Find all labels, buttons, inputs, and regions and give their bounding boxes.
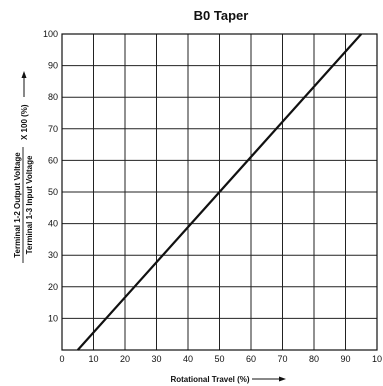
x-tick-labels: 0 10 20 30 40 50 60 70 80 90 10: [59, 354, 382, 364]
x-tick-label: 20: [120, 354, 130, 364]
y-tick-label: 50: [48, 187, 58, 197]
y-axis-arrow-head: [21, 71, 27, 78]
x-tick-label: 70: [277, 354, 287, 364]
x-axis-arrow-head: [279, 376, 286, 382]
x-tick-label: 90: [340, 354, 350, 364]
series-line-0: [76, 33, 363, 351]
x-tick-label: 80: [309, 354, 319, 364]
series-group: [76, 33, 363, 351]
y-tick-label: 90: [48, 61, 58, 71]
y-tick-label: 20: [48, 282, 58, 292]
y-axis-label-numerator: Terminal 1-2 Output Voltage: [13, 152, 22, 258]
x-tick-label: 30: [151, 354, 161, 364]
x-tick-label: 10: [88, 354, 98, 364]
x-tick-label: 40: [183, 354, 193, 364]
x-tick-label: 50: [214, 354, 224, 364]
plot-frame: [61, 33, 378, 351]
y-tick-label: 10: [48, 313, 58, 323]
x-tick-label: 0: [59, 354, 64, 364]
y-tick-label: 40: [48, 219, 58, 229]
y-tick-label: 30: [48, 250, 58, 260]
y-tick-label: 100: [43, 29, 58, 39]
y-tick-label: 70: [48, 124, 58, 134]
plot-border: [61, 33, 378, 351]
y-tick-label: 80: [48, 92, 58, 102]
y-axis-label-multiplier: X 100 (%): [20, 104, 29, 140]
y-tick-label: 60: [48, 155, 58, 165]
y-axis-label: Terminal 1-2 Output Voltage Terminal 1-3…: [13, 71, 34, 263]
chart-title: B0 Taper: [194, 8, 249, 23]
x-axis-label: Rotational Travel (%): [170, 375, 249, 384]
y-axis-label-denominator: Terminal 1-3 Input Voltage: [25, 155, 34, 254]
x-tick-label: 60: [246, 354, 256, 364]
x-tick-label: 10: [372, 354, 382, 364]
y-tick-labels: 10 20 30 40 50 60 70 80 90 100: [43, 29, 58, 323]
